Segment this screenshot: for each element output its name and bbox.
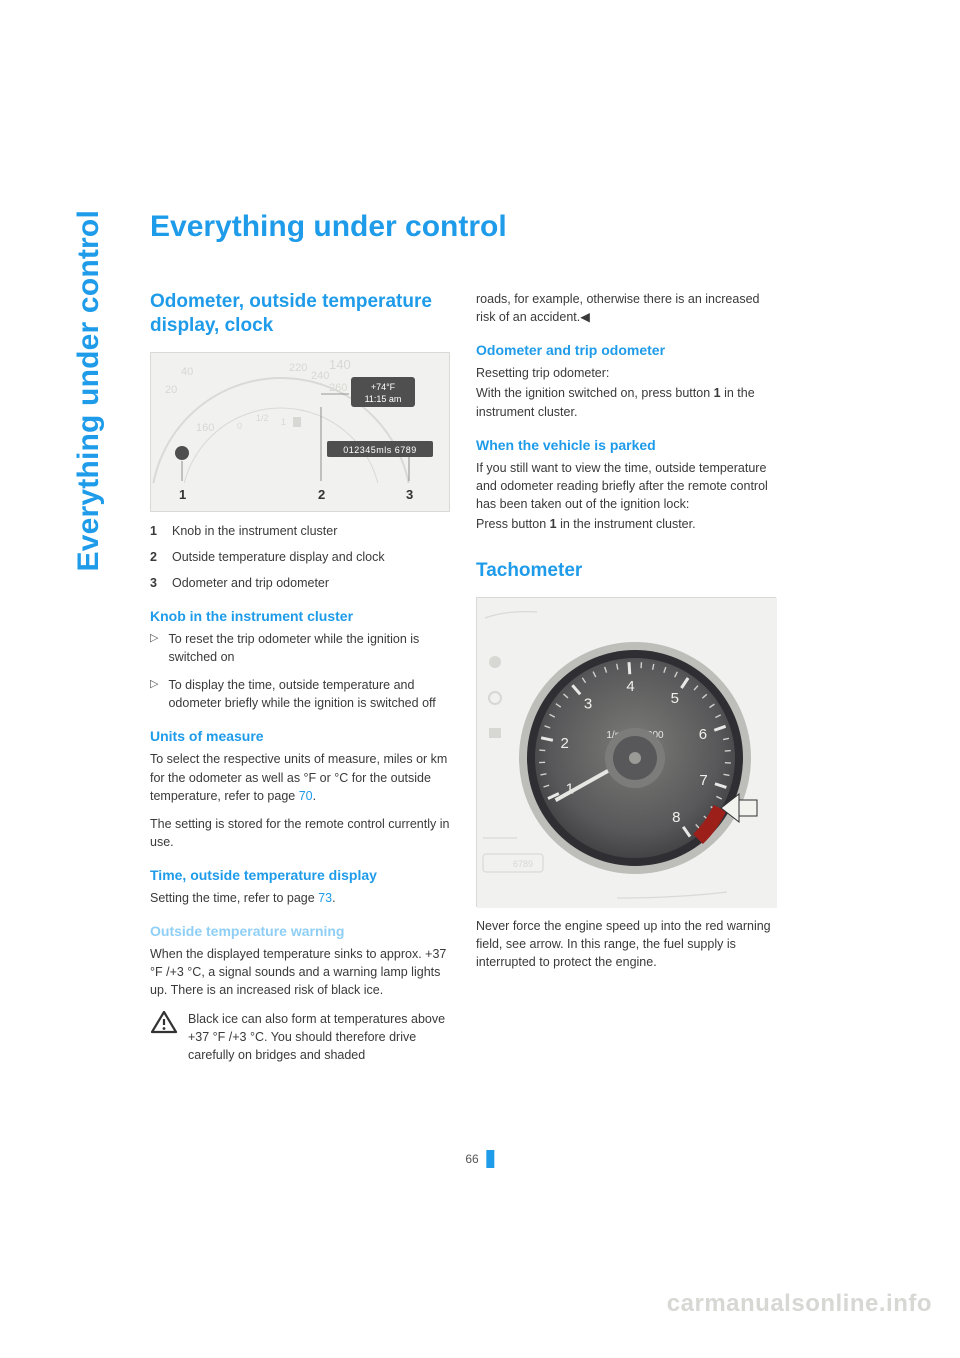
sub-time: Time, outside temperature display [150,867,450,883]
list-item: To reset the trip odometer while the ign… [150,630,450,666]
sub-knob: Knob in the instrument cluster [150,608,450,624]
legend-item: 1 Knob in the instrument cluster [150,522,450,540]
svg-text:6789: 6789 [513,859,533,869]
units-para-1: To select the respective units of measur… [150,750,450,804]
svg-text:8: 8 [672,809,680,826]
svg-text:40: 40 [181,366,193,378]
right-column: roads, for example, otherwise there is a… [476,290,776,1064]
side-tab-text: Everything under control [72,210,106,572]
svg-text:6: 6 [699,726,707,743]
odo-para-2: With the ignition switched on, press but… [476,384,776,420]
tachometer-illustration: 6789 12345678 1/min x 1000 [477,598,777,908]
svg-text:0: 0 [237,421,242,431]
figure-odometer: 20 40 220 240 260 140 160 0 1/2 1 [150,352,450,512]
svg-text:2: 2 [318,487,325,502]
display-odo: 012345mls 6789 [343,445,417,455]
tach-para: Never force the engine speed up into the… [476,917,776,971]
svg-text:7: 7 [699,772,707,789]
sub-odo-trip: Odometer and trip odometer [476,342,776,358]
legend-item: 2 Outside temperature display and clock [150,548,450,566]
svg-text:160: 160 [196,422,214,434]
figure-tachometer: 6789 12345678 1/min x 1000 [476,597,776,907]
page-title: Everything under control [150,210,860,244]
display-time: 11:15 am [365,394,402,404]
knob-list: To reset the trip odometer while the ign… [150,630,450,713]
sub-warning: Outside temperature warning [150,923,450,939]
legend-num: 1 [150,522,172,540]
legend-text: Odometer and trip odometer [172,574,329,592]
figure-legend: 1 Knob in the instrument cluster 2 Outsi… [150,522,450,592]
content-columns: Odometer, outside temperature display, c… [150,290,860,1064]
section-tachometer-title: Tachometer [476,559,776,583]
svg-text:3: 3 [406,487,413,502]
warning-note: Black ice can also form at temperatures … [150,1010,450,1064]
svg-text:4: 4 [626,678,634,695]
legend-text: Outside temperature display and clock [172,548,385,566]
display-temp: +74°F [371,382,396,392]
manual-page: Everything under control Everything unde… [0,0,960,1358]
svg-text:220: 220 [289,362,307,374]
page-number: 66 [465,1150,494,1168]
parked-para-2: Press button 1 in the instrument cluster… [476,515,776,533]
odometer-illustration: 20 40 220 240 260 140 160 0 1/2 1 [151,353,451,483]
warning-para: When the displayed temperature sinks to … [150,945,450,999]
page-marker-icon [487,1150,495,1168]
svg-text:1: 1 [179,487,186,502]
svg-text:20: 20 [165,384,177,396]
legend-num: 2 [150,548,172,566]
page-link-73[interactable]: 73 [318,891,332,905]
svg-text:5: 5 [671,690,679,707]
list-item: To display the time, outside temperature… [150,676,450,712]
section-odometer-title: Odometer, outside temperature display, c… [150,290,450,338]
svg-text:240: 240 [311,370,329,382]
side-tab: Everything under control [72,0,106,210]
svg-text:260: 260 [329,382,347,394]
legend-text: Knob in the instrument cluster [172,522,337,540]
svg-text:2: 2 [560,735,568,752]
warning-note-text: Black ice can also form at temperatures … [188,1010,450,1064]
svg-text:3: 3 [584,695,592,712]
time-para: Setting the time, refer to page 73. [150,889,450,907]
warning-icon [150,1010,178,1034]
end-mark-icon: ◀ [580,310,590,324]
page-link-70[interactable]: 70 [299,789,313,803]
svg-text:1/2: 1/2 [256,413,269,423]
svg-text:1: 1 [281,417,286,427]
watermark: carmanualsonline.info [667,1290,932,1318]
svg-text:140: 140 [329,357,351,372]
parked-para-1: If you still want to view the time, outs… [476,459,776,513]
sub-units: Units of measure [150,728,450,744]
continuation-para: roads, for example, otherwise there is a… [476,290,776,326]
sub-parked: When the vehicle is parked [476,437,776,453]
legend-item: 3 Odometer and trip odometer [150,574,450,592]
odo-para-1: Resetting trip odometer: [476,364,776,382]
callout-row: 1 2 3 [151,483,451,507]
page-number-text: 66 [465,1152,478,1166]
units-para-2: The setting is stored for the remote con… [150,815,450,851]
legend-num: 3 [150,574,172,592]
left-column: Odometer, outside temperature display, c… [150,290,450,1064]
